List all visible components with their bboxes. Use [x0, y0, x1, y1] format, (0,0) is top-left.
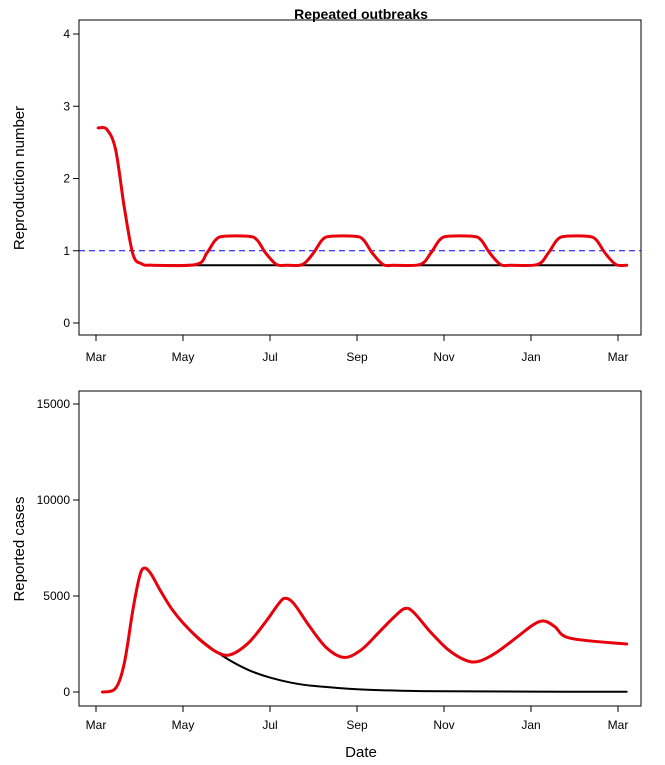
reproduction-y-tick-label: 0: [63, 316, 70, 330]
reproduction-x-tick-label: Mar: [86, 350, 107, 364]
cases-x-ticks: Mar May Jul Sep Nov Jan Mar: [86, 706, 629, 732]
cases-series: [101, 566, 629, 694]
reproduction-x-tick-label: Mar: [608, 350, 629, 364]
reproduction-panel: Reproduction number 0 1 2 3 4 Mar May Jul Sep No…: [11, 19, 642, 364]
cases-x-tick-label: Mar: [86, 718, 107, 732]
cases-x-tick-label: Sep: [346, 718, 368, 732]
reproduction-x-ticks: Mar May Jul Sep Nov Jan Mar: [86, 335, 629, 364]
reproduction-x-tick-label: Jan: [521, 350, 540, 364]
cases-plot-frame: [78, 390, 642, 707]
cases-y-tick-label: 15000: [37, 397, 71, 411]
cases-x-axis-label: Date: [345, 744, 377, 761]
cases-red-series-line: [101, 566, 629, 694]
cases-y-axis-label: Reported cases: [11, 496, 28, 601]
reproduction-y-ticks: 0 1 2 3 4: [63, 27, 79, 330]
reproduction-red-series-line: [96, 125, 629, 268]
reproduction-black-series-line: [97, 126, 628, 267]
reproduction-y-tick-label: 3: [63, 99, 70, 113]
reproduction-y-tick-label: 1: [63, 244, 70, 258]
reproduction-x-tick-label: Jul: [262, 350, 277, 364]
reproduction-series: [96, 125, 629, 268]
reproduction-y-axis-label: Reproduction number: [11, 106, 28, 250]
reproduction-y-tick-label: 4: [63, 27, 70, 41]
chart-title: Repeated outbreaks: [294, 6, 428, 22]
cases-x-tick-label: Jul: [262, 718, 277, 732]
cases-y-tick-label: 0: [63, 685, 70, 699]
reproduction-x-tick-label: Nov: [433, 350, 454, 364]
reproduction-x-tick-label: May: [172, 350, 195, 364]
cases-y-tick-label: 5000: [43, 589, 70, 603]
cases-black-series-line: [101, 567, 628, 693]
reproduction-y-tick-label: 2: [63, 172, 70, 186]
cases-x-tick-label: Jan: [521, 718, 540, 732]
cases-y-ticks: 0 5000 10000 15000: [37, 397, 79, 699]
reproduction-x-tick-label: Sep: [346, 350, 368, 364]
reproduction-plot-frame: [78, 19, 642, 336]
cases-x-tick-label: Mar: [608, 718, 629, 732]
cases-x-tick-label: Nov: [433, 718, 454, 732]
cases-y-tick-label: 10000: [37, 493, 71, 507]
cases-x-tick-label: May: [172, 718, 195, 732]
